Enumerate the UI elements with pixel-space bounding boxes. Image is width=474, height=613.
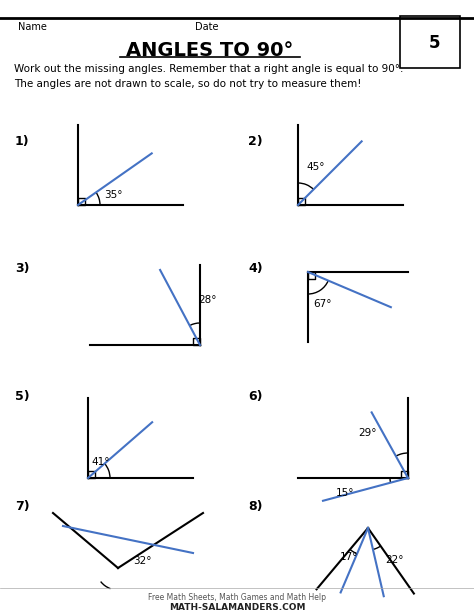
Text: 5: 5 bbox=[429, 34, 441, 52]
Text: 35°: 35° bbox=[104, 190, 122, 200]
Text: 5): 5) bbox=[15, 390, 29, 403]
Bar bbox=[400, 16, 460, 68]
Text: 45°: 45° bbox=[306, 162, 325, 172]
Text: Work out the missing angles. Remember that a right angle is equal to 90°.: Work out the missing angles. Remember th… bbox=[14, 64, 403, 74]
Text: 32°: 32° bbox=[133, 556, 152, 566]
Text: 3): 3) bbox=[15, 262, 29, 275]
Text: 29°: 29° bbox=[358, 428, 376, 438]
Text: 6): 6) bbox=[248, 390, 263, 403]
Text: 67°: 67° bbox=[313, 299, 331, 309]
Text: 17°: 17° bbox=[340, 552, 359, 562]
Text: The angles are not drawn to scale, so do not try to measure them!: The angles are not drawn to scale, so do… bbox=[14, 79, 362, 89]
Text: 41°: 41° bbox=[91, 457, 109, 467]
Text: 28°: 28° bbox=[198, 295, 217, 305]
Text: 2): 2) bbox=[248, 135, 263, 148]
Text: 7): 7) bbox=[15, 500, 29, 513]
Text: MATH-SALAMANDERS.COM: MATH-SALAMANDERS.COM bbox=[169, 603, 305, 612]
Text: Date: Date bbox=[195, 22, 219, 32]
Text: 8): 8) bbox=[248, 500, 263, 513]
Text: Free Math Sheets, Math Games and Math Help: Free Math Sheets, Math Games and Math He… bbox=[148, 593, 326, 602]
Text: 15°: 15° bbox=[336, 488, 355, 498]
Text: ANGLES TO 90°: ANGLES TO 90° bbox=[126, 40, 294, 59]
Text: 1): 1) bbox=[15, 135, 29, 148]
Text: Name: Name bbox=[18, 22, 47, 32]
Text: 22°: 22° bbox=[385, 555, 404, 565]
Text: 4): 4) bbox=[248, 262, 263, 275]
